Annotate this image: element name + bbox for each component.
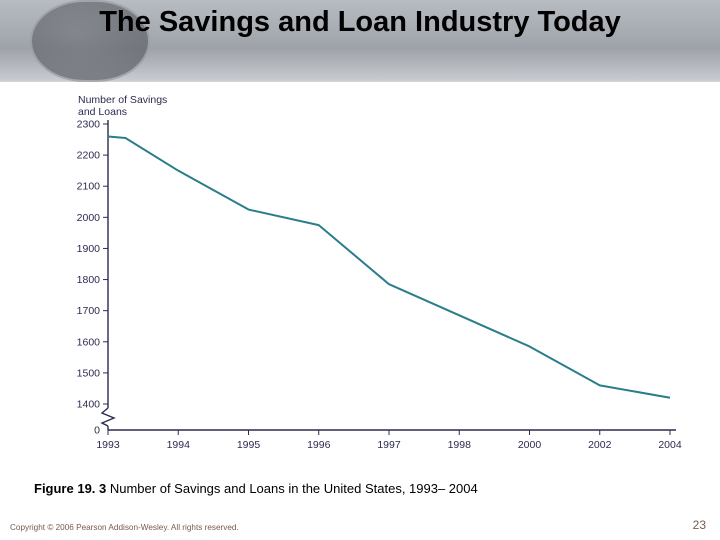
svg-text:1400: 1400 (77, 399, 101, 411)
svg-text:1998: 1998 (448, 439, 472, 451)
svg-text:2100: 2100 (77, 181, 101, 193)
svg-text:1600: 1600 (77, 336, 101, 348)
svg-text:1500: 1500 (77, 367, 101, 379)
page-number: 23 (693, 518, 706, 532)
figure-caption: Figure 19. 3 Number of Savings and Loans… (34, 481, 700, 496)
svg-text:1700: 1700 (77, 305, 101, 317)
svg-text:2300: 2300 (77, 119, 101, 131)
svg-text:2002: 2002 (588, 439, 612, 451)
svg-text:0: 0 (94, 425, 100, 437)
y-axis-label-line: Number of Savings (78, 94, 167, 107)
svg-text:2000: 2000 (77, 212, 101, 224)
y-axis-label-line: and Loans (78, 106, 127, 119)
svg-text:1995: 1995 (237, 439, 261, 451)
svg-text:1996: 1996 (307, 439, 331, 451)
copyright-text: Copyright © 2006 Pearson Addison-Wesley.… (10, 523, 239, 532)
figure-caption-body: Number of Savings and Loans in the Unite… (106, 481, 477, 496)
svg-text:2000: 2000 (518, 439, 542, 451)
svg-text:1994: 1994 (167, 439, 191, 451)
svg-text:2004: 2004 (658, 439, 682, 451)
svg-text:1993: 1993 (96, 439, 120, 451)
svg-text:1800: 1800 (77, 274, 101, 286)
line-chart: 1400 1500 1600 1700 1800 1900 2000 2100 2200 2300… (30, 92, 685, 472)
figure-number: Figure 19. 3 (34, 481, 106, 496)
svg-text:1997: 1997 (377, 439, 401, 451)
svg-text:1900: 1900 (77, 243, 101, 255)
chart-container: Number of Savingsand Loans 1400150016001… (30, 92, 685, 472)
svg-text:2200: 2200 (77, 150, 101, 162)
slide-title: The Savings and Loan Industry Today (0, 6, 720, 39)
